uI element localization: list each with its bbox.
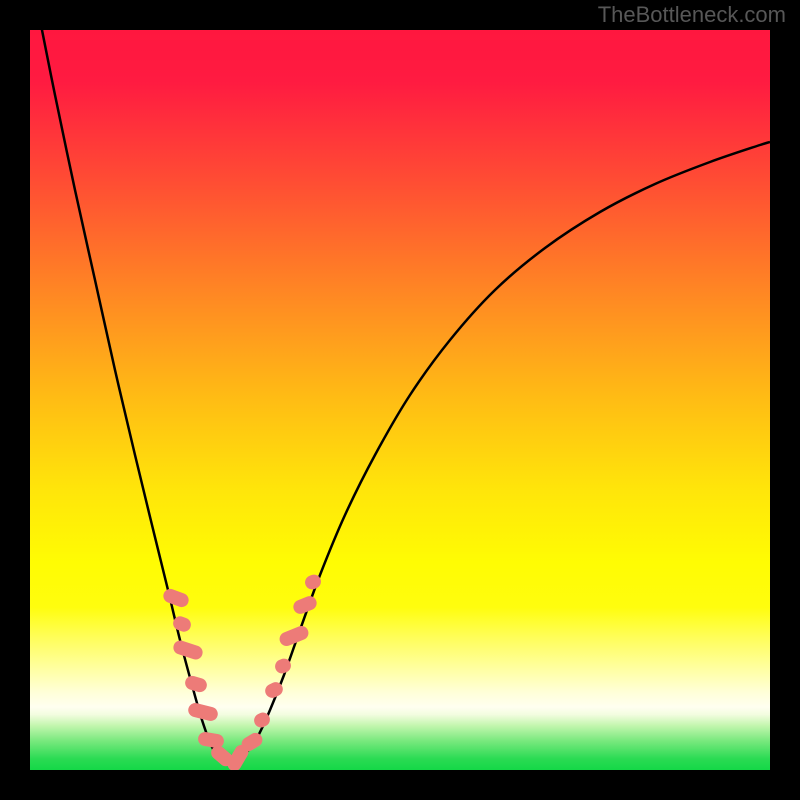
watermark-text: TheBottleneck.com [598,2,786,28]
bottleneck-chart [0,0,800,800]
chart-frame: TheBottleneck.com [0,0,800,800]
gradient-background [30,30,770,770]
